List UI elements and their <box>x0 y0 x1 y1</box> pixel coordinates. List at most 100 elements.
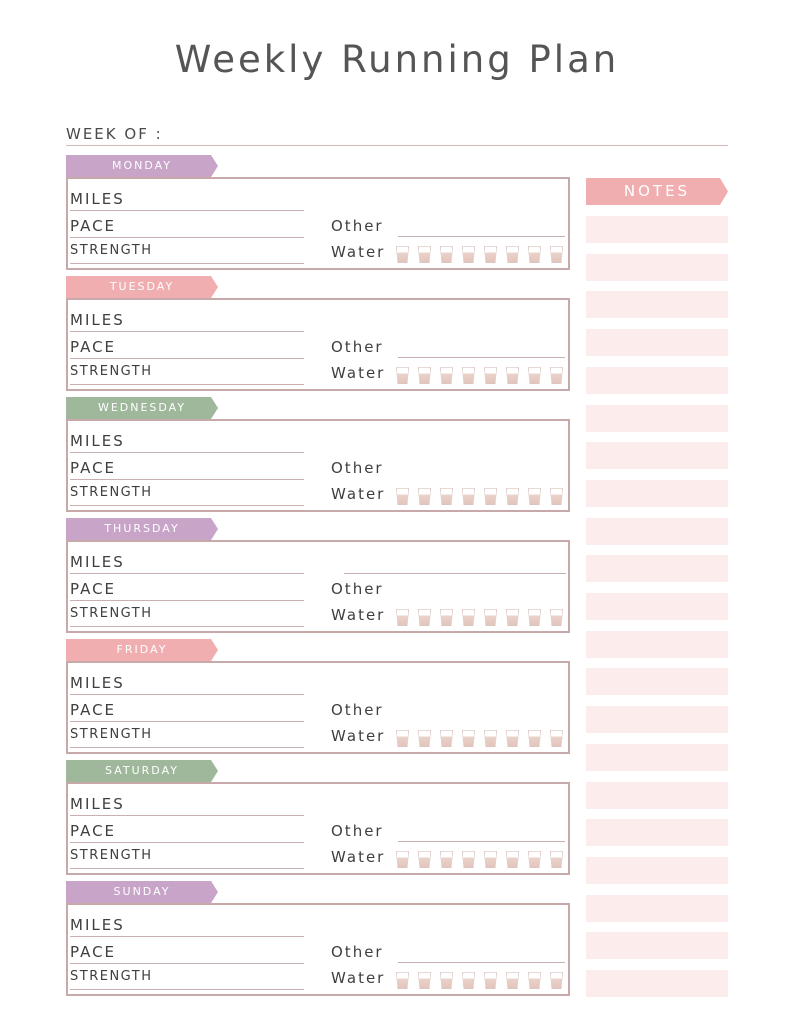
strength-line[interactable] <box>70 384 304 385</box>
water-glass-icon[interactable] <box>418 488 431 505</box>
notes-line[interactable] <box>586 216 728 243</box>
water-glass-icon[interactable] <box>484 851 497 868</box>
water-glass-icon[interactable] <box>440 488 453 505</box>
water-glass-icon[interactable] <box>484 367 497 384</box>
water-glass-icon[interactable] <box>506 730 519 747</box>
notes-line[interactable] <box>586 819 728 847</box>
notes-line[interactable] <box>586 668 728 696</box>
water-glass-icon[interactable] <box>528 367 541 384</box>
water-glass-icon[interactable] <box>528 851 541 868</box>
notes-line[interactable] <box>586 479 728 507</box>
water-glass-icon[interactable] <box>550 488 563 505</box>
water-glass-icon[interactable] <box>418 246 431 263</box>
water-glass-icon[interactable] <box>506 488 519 505</box>
notes-line[interactable] <box>586 253 728 281</box>
water-glass-icon[interactable] <box>396 972 409 989</box>
water-glass-icon[interactable] <box>506 609 519 626</box>
water-glass-icon[interactable] <box>440 851 453 868</box>
other-line[interactable] <box>398 841 565 842</box>
miles-line[interactable] <box>70 694 304 695</box>
notes-line[interactable] <box>586 517 728 545</box>
strength-line[interactable] <box>70 505 304 506</box>
strength-line[interactable] <box>70 747 304 748</box>
water-glass-icon[interactable] <box>440 972 453 989</box>
water-glass-icon[interactable] <box>440 367 453 384</box>
water-glass-icon[interactable] <box>396 246 409 263</box>
water-glass-icon[interactable] <box>506 367 519 384</box>
pace-line[interactable] <box>70 358 304 359</box>
notes-line[interactable] <box>586 894 728 922</box>
notes-line[interactable] <box>586 706 728 734</box>
water-glass-icon[interactable] <box>550 730 563 747</box>
water-glass-icon[interactable] <box>418 367 431 384</box>
water-glass-icon[interactable] <box>418 609 431 626</box>
water-glass-icon[interactable] <box>506 246 519 263</box>
water-glass-icon[interactable] <box>550 609 563 626</box>
notes-line[interactable] <box>586 555 728 583</box>
water-glass-icon[interactable] <box>418 972 431 989</box>
notes-line[interactable] <box>586 932 728 960</box>
miles-line[interactable] <box>70 815 304 816</box>
notes-line[interactable] <box>586 404 728 432</box>
strength-line[interactable] <box>70 989 304 990</box>
water-glass-icon[interactable] <box>396 730 409 747</box>
water-glass-icon[interactable] <box>440 730 453 747</box>
water-glass-icon[interactable] <box>440 609 453 626</box>
water-glass-icon[interactable] <box>550 246 563 263</box>
water-glass-icon[interactable] <box>396 488 409 505</box>
water-glass-icon[interactable] <box>396 609 409 626</box>
water-glass-icon[interactable] <box>462 488 475 505</box>
notes-line[interactable] <box>586 329 728 357</box>
miles-line[interactable] <box>70 331 304 332</box>
miles-line[interactable] <box>70 452 304 453</box>
water-glass-icon[interactable] <box>484 488 497 505</box>
notes-line[interactable] <box>586 856 728 884</box>
other-line[interactable] <box>344 573 566 574</box>
water-glass-icon[interactable] <box>528 246 541 263</box>
pace-line[interactable] <box>70 600 304 601</box>
notes-line[interactable] <box>586 630 728 658</box>
water-glass-icon[interactable] <box>440 246 453 263</box>
notes-line[interactable] <box>586 970 728 997</box>
water-glass-icon[interactable] <box>462 246 475 263</box>
notes-line[interactable] <box>586 442 728 470</box>
miles-line[interactable] <box>70 573 304 574</box>
water-glass-icon[interactable] <box>550 851 563 868</box>
strength-line[interactable] <box>70 868 304 869</box>
water-glass-icon[interactable] <box>528 488 541 505</box>
notes-line[interactable] <box>586 366 728 394</box>
water-glass-icon[interactable] <box>418 730 431 747</box>
water-glass-icon[interactable] <box>462 609 475 626</box>
water-glass-icon[interactable] <box>462 367 475 384</box>
notes-line[interactable] <box>586 743 728 771</box>
other-line[interactable] <box>398 236 565 237</box>
pace-line[interactable] <box>70 237 304 238</box>
water-glass-icon[interactable] <box>462 730 475 747</box>
water-glass-icon[interactable] <box>528 972 541 989</box>
miles-line[interactable] <box>70 210 304 211</box>
pace-line[interactable] <box>70 963 304 964</box>
water-glass-icon[interactable] <box>484 246 497 263</box>
water-glass-icon[interactable] <box>528 730 541 747</box>
water-glass-icon[interactable] <box>528 609 541 626</box>
other-line[interactable] <box>398 357 565 358</box>
water-glass-icon[interactable] <box>396 367 409 384</box>
water-glass-icon[interactable] <box>484 972 497 989</box>
water-glass-icon[interactable] <box>418 851 431 868</box>
pace-line[interactable] <box>70 842 304 843</box>
water-glass-icon[interactable] <box>462 972 475 989</box>
week-of-field[interactable]: WEEK OF : <box>66 124 728 146</box>
water-glass-icon[interactable] <box>462 851 475 868</box>
notes-line[interactable] <box>586 593 728 620</box>
water-glass-icon[interactable] <box>506 972 519 989</box>
water-glass-icon[interactable] <box>484 609 497 626</box>
pace-line[interactable] <box>70 721 304 722</box>
pace-line[interactable] <box>70 479 304 480</box>
other-line[interactable] <box>398 962 565 963</box>
notes-line[interactable] <box>586 291 728 319</box>
notes-line[interactable] <box>586 781 728 809</box>
strength-line[interactable] <box>70 263 304 264</box>
water-glass-icon[interactable] <box>550 972 563 989</box>
miles-line[interactable] <box>70 936 304 937</box>
water-glass-icon[interactable] <box>506 851 519 868</box>
